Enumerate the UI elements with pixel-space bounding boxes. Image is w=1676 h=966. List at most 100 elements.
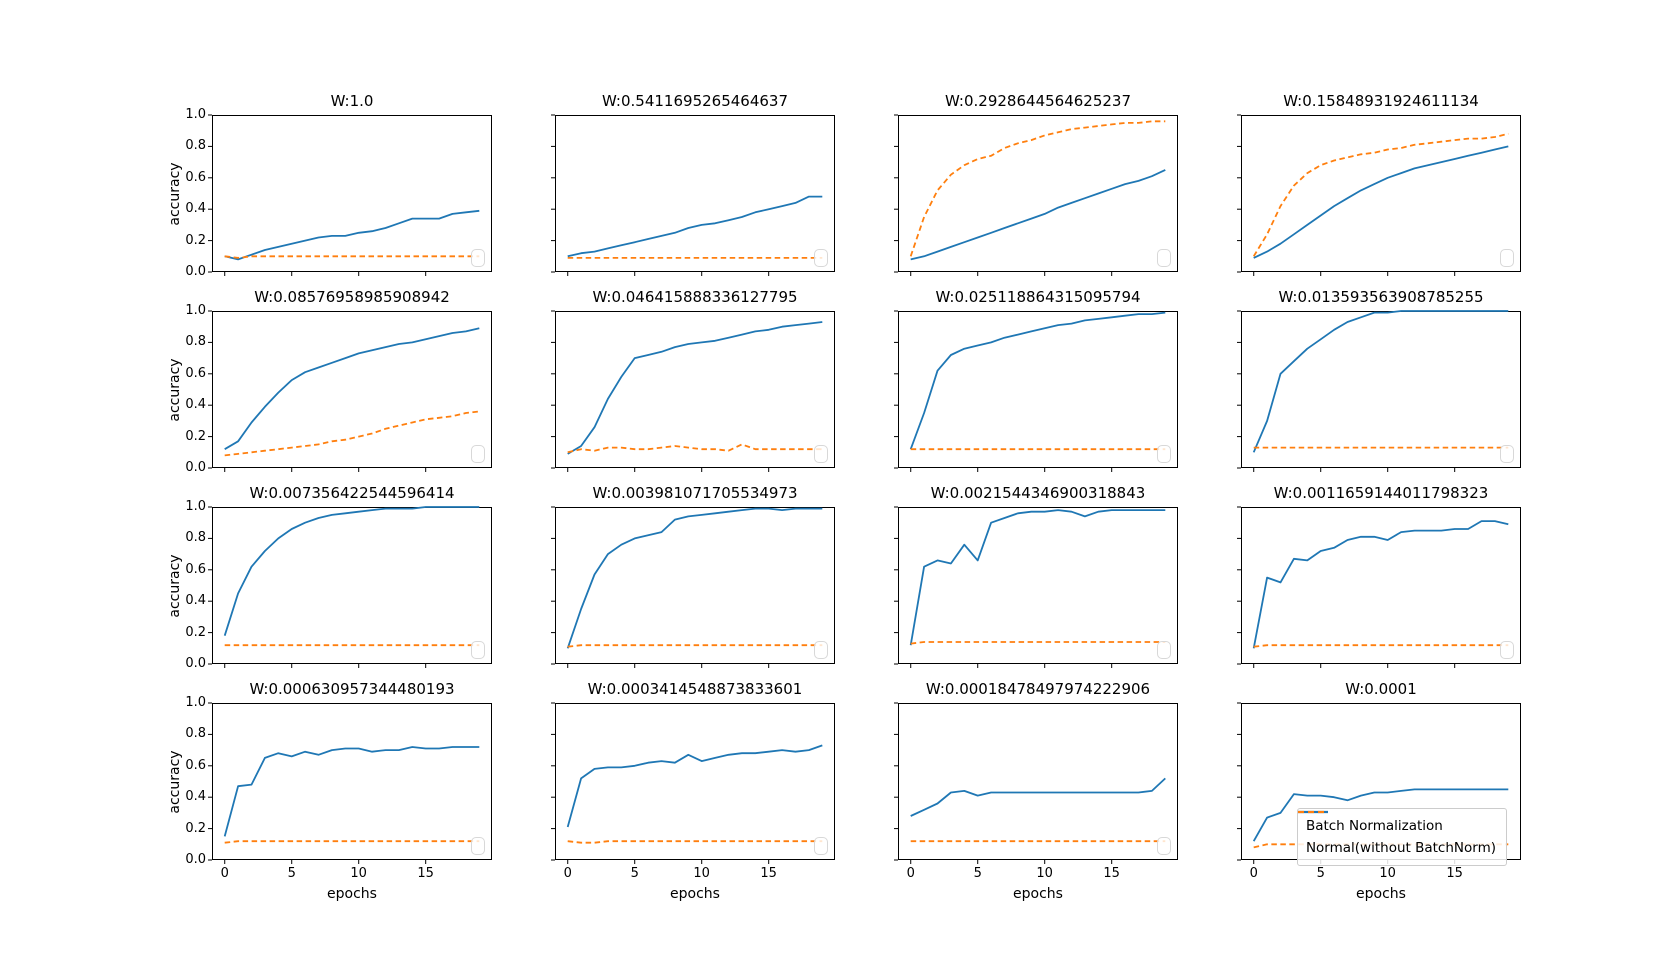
subplot: W:0.0001 0 5 10 15 epochs Batch Normalization N…: [1237, 680, 1521, 902]
normal-line: [567, 840, 823, 844]
subplot-title: W:0.2928644564625237: [944, 92, 1131, 110]
y-tick-label: 0.0: [185, 264, 206, 279]
subplot-title: W:0.08576958985908942: [254, 288, 450, 306]
x-tick-label: 15: [417, 866, 434, 881]
subplot: W:0.15848931924611134: [1237, 92, 1521, 276]
empty-legend-box: [1500, 445, 1514, 463]
batchnorm-line: [223, 506, 480, 636]
empty-legend-box: [814, 641, 828, 659]
batchnorm-line: [1252, 788, 1509, 842]
subplot-title: W:0.5411695265464637: [601, 92, 788, 110]
batchnorm-line: [910, 169, 1166, 261]
y-tick-label: 0.6: [185, 169, 206, 185]
subplot-title: W:0.000630957344480193: [249, 680, 455, 698]
subplot: W:0.000630957344480193 1.0 0.8 0.6 0.4 0.2 0.0…: [167, 680, 492, 902]
y-tick-label: 0.0: [185, 852, 206, 867]
normal-line: [567, 644, 823, 648]
empty-legend-box: [1157, 641, 1171, 659]
x-tick-label: 5: [287, 866, 296, 881]
empty-legend-box: [1157, 249, 1171, 267]
plot-area: [894, 310, 1178, 472]
empty-legend-box: [471, 445, 485, 463]
batchnorm-line: [1252, 520, 1509, 649]
x-tick-label: 15: [760, 866, 777, 881]
normal-line: [224, 255, 480, 259]
y-tick-label: 1.0: [185, 695, 206, 710]
y-tick-label: 0.4: [185, 201, 206, 217]
empty-legend-box: [471, 641, 485, 659]
y-tick-label: 0.2: [185, 820, 206, 836]
batchnorm-line: [567, 195, 823, 258]
batchnorm-line: [567, 321, 823, 455]
plot-area: [894, 114, 1178, 276]
empty-legend-box: [1500, 641, 1514, 659]
y-axis-label: accuracy: [167, 749, 183, 814]
legend-label: Normal(without BatchNorm): [1305, 840, 1496, 856]
empty-legend-box: [1500, 249, 1514, 267]
y-tick-label: 1.0: [185, 499, 206, 514]
x-axis-label: epochs: [1013, 886, 1063, 902]
plot-area: [1237, 114, 1521, 276]
subplot: W:0.013593563908785255: [1237, 288, 1521, 472]
plot-area: [208, 114, 492, 276]
plot-area: [551, 310, 835, 472]
y-tick-label: 0.6: [185, 365, 206, 381]
normal-line: [910, 641, 1166, 645]
batchnorm-line: [909, 311, 1166, 450]
legend-item: Batch Normalization: [1297, 810, 1496, 837]
x-tick-label: 5: [1316, 866, 1325, 881]
normal-line: [224, 840, 480, 844]
batchnorm-line: [224, 209, 480, 261]
subplot-title: W:0.15848931924611134: [1283, 92, 1479, 110]
subplot: W:0.025118864315095794: [894, 288, 1178, 472]
batchnorm-line: [224, 327, 480, 450]
legend: Batch Normalization Normal(without BatchN…: [1296, 808, 1507, 866]
x-tick-label: 15: [1103, 866, 1120, 881]
batchnorm-line: [566, 744, 823, 828]
normal-line: [224, 410, 480, 457]
y-tick-label: 0.0: [185, 460, 206, 475]
normal-line: [1253, 644, 1509, 648]
plot-area: [208, 702, 492, 864]
x-tick-label: 0: [563, 866, 572, 881]
subplot-title: W:0.013593563908785255: [1278, 288, 1484, 306]
subplot-title: W:0.046415888336127795: [592, 288, 798, 306]
legend-label: Batch Normalization: [1305, 818, 1443, 834]
y-tick-label: 1.0: [185, 107, 206, 122]
empty-legend-box: [471, 837, 485, 855]
plot-area: [551, 506, 835, 668]
y-tick-label: 0.6: [185, 757, 206, 773]
plot-area: [894, 506, 1178, 668]
x-tick-label: 10: [1379, 866, 1396, 881]
x-tick-label: 0: [906, 866, 915, 881]
subplot: W:0.0011659144011798323: [1237, 484, 1521, 668]
batchnorm-line: [910, 777, 1166, 817]
subplot: W:0.00018478497974222906 0 5 10 15 epochs: [894, 680, 1178, 902]
subplot: W:0.0003414548873833601 0 5 10 15 epochs: [551, 680, 835, 902]
subplot-title: W:0.025118864315095794: [935, 288, 1141, 306]
batchnorm-line: [909, 509, 1166, 646]
plot-area: [1237, 310, 1521, 472]
y-axis-label: accuracy: [167, 357, 183, 422]
x-axis-label: epochs: [327, 886, 377, 902]
plot-area: [208, 506, 492, 668]
y-tick-label: 1.0: [185, 303, 206, 318]
empty-legend-box: [1157, 445, 1171, 463]
empty-legend-box: [814, 445, 828, 463]
plot-area: [1237, 506, 1521, 668]
legend-item: Normal(without BatchNorm): [1297, 810, 1496, 859]
y-tick-label: 0.8: [185, 726, 206, 742]
subplot: W:0.046415888336127795: [551, 288, 835, 472]
x-tick-label: 10: [350, 866, 367, 881]
plot-area: [551, 702, 835, 864]
plot-area: [551, 114, 835, 276]
dashed-line-swatch-icon: [1297, 810, 1328, 814]
subplot: W:0.003981071705534973: [551, 484, 835, 668]
y-tick-label: 0.2: [185, 428, 206, 444]
y-tick-label: 0.0: [185, 656, 206, 671]
subplot: W:0.007356422544596414 1.0 0.8 0.6 0.4 0.2 0.0…: [167, 484, 492, 671]
subplot-title: W:0.0021544346900318843: [930, 484, 1146, 502]
batchnorm-line: [223, 746, 480, 837]
subplot: W:0.5411695265464637: [551, 92, 835, 276]
